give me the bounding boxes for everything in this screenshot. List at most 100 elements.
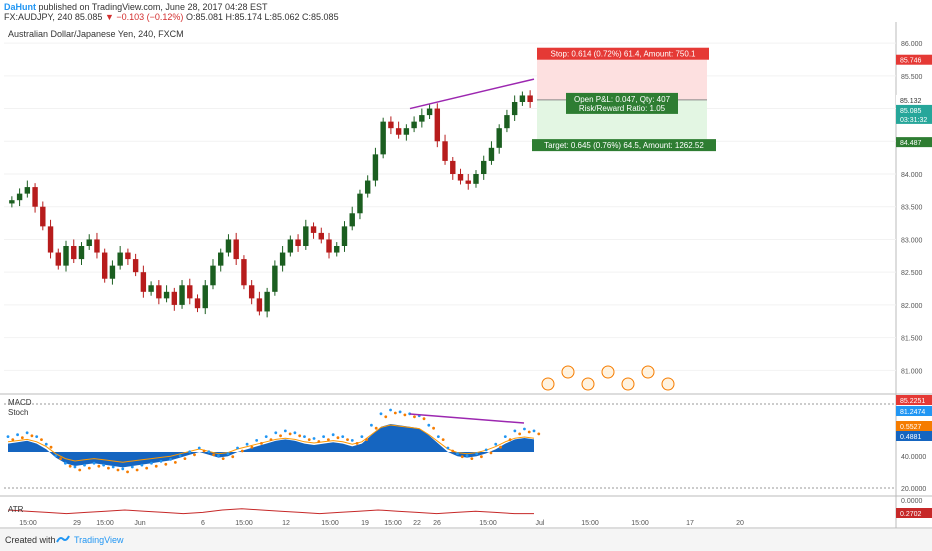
stoch-k-point — [83, 463, 86, 467]
x-tick-label: 15:00 — [581, 520, 599, 527]
candle-body — [140, 272, 147, 292]
stoch-d-point — [470, 457, 474, 460]
stoch-k-point — [303, 435, 306, 438]
stoch-k-point — [494, 442, 498, 446]
price-tag-stop: 85.746 — [900, 58, 922, 65]
stoch-d-point — [212, 453, 216, 457]
candle-body — [94, 239, 100, 253]
candle-body — [450, 160, 456, 174]
stoch-d-point — [317, 440, 321, 443]
stoch-d-point — [260, 442, 263, 445]
candle-body — [47, 226, 54, 253]
candle-body — [473, 174, 479, 184]
stoch-d-point — [279, 434, 282, 438]
y-tick-label: 84.000 — [901, 172, 923, 179]
candle-body — [86, 239, 92, 246]
macd-label: MACD — [8, 398, 32, 407]
stoch-d-point — [480, 455, 483, 459]
candle-body — [218, 252, 224, 266]
atr-label: ATR — [8, 505, 24, 514]
stoch-d-point — [40, 438, 43, 441]
stoch-k-point — [16, 433, 19, 437]
chart-area[interactable]: Australian Dollar/Japanese Yen, 240, FXC… — [0, 22, 932, 529]
published-text: published on TradingView.com, June 28, 2… — [38, 2, 268, 12]
stoch-d-point — [441, 438, 445, 441]
candle-body — [341, 226, 348, 246]
stoch-label: Stoch — [8, 408, 28, 417]
stoch-d-point — [346, 438, 349, 441]
chart-canvas[interactable]: Australian Dollar/Japanese Yen, 240, FXC… — [0, 22, 932, 529]
stoch-d-point — [432, 426, 435, 430]
stoch-k-point — [503, 435, 507, 438]
stoch-k-point — [73, 465, 77, 469]
candle-body — [63, 246, 69, 266]
candle-body — [357, 193, 363, 214]
candle-body — [132, 259, 139, 273]
candle-body — [32, 187, 38, 207]
y-tick-label: 81.000 — [901, 368, 923, 375]
stoch-k-point — [111, 465, 115, 469]
osc-y-tick: 40.0000 — [901, 454, 926, 461]
osc-value: 85.2251 — [900, 398, 925, 405]
event-flag-icon — [561, 365, 575, 379]
stoch-d-point — [135, 468, 139, 472]
y-tick-label: 82.000 — [901, 303, 923, 310]
candle-body — [279, 252, 286, 266]
stoch-d-point — [30, 434, 34, 438]
stoch-k-point — [283, 429, 287, 433]
stoch-k-point — [427, 423, 431, 427]
x-tick-label: 15:00 — [384, 520, 402, 527]
stoch-k-point — [102, 463, 106, 467]
x-tick-label: 26 — [433, 520, 441, 527]
stoch-k-point — [331, 433, 335, 437]
candle-body — [295, 239, 301, 246]
stoch-k-point — [389, 408, 392, 412]
stoch-d-point — [240, 449, 244, 453]
last-price: 85.085 — [74, 12, 103, 22]
stoch-d-point — [374, 426, 378, 430]
candle-body — [287, 239, 294, 253]
stoch-d-point — [59, 457, 62, 460]
candle-body — [310, 226, 317, 233]
stoch-d-point — [202, 449, 206, 453]
stoch-k-point — [465, 454, 469, 457]
candle-body — [303, 226, 309, 246]
stoch-k-point — [350, 439, 354, 442]
candle-body — [457, 174, 464, 181]
candle-body — [434, 108, 441, 142]
stoch-k-point — [169, 458, 172, 461]
candle-body — [24, 187, 31, 194]
stoch-d-point — [68, 464, 72, 468]
author-name[interactable]: DaHunt — [4, 2, 36, 12]
x-tick-label: 22 — [413, 520, 421, 527]
stoch-k-point — [370, 423, 373, 427]
stoch-k-point — [44, 442, 48, 446]
stoch-d-point — [508, 438, 512, 441]
stop-label-group: Stop: 0.614 (0.72%) 61.4, Amount: 750.1 — [537, 47, 709, 60]
osc-y-tick: 20.0000 — [901, 486, 926, 493]
price-tag-target: 84.487 — [900, 140, 922, 147]
candle-body — [156, 285, 162, 299]
stoch-k-point — [207, 450, 211, 454]
stoch-d-point — [107, 466, 110, 470]
stoch-k-point — [63, 461, 67, 465]
stoch-k-point — [475, 452, 479, 456]
tradingview-logo-icon — [56, 535, 70, 543]
target-label: Target: 0.645 (0.76%) 64.5, Amount: 1262… — [544, 141, 704, 150]
stoch-d-point — [326, 438, 330, 441]
created-with-text: Created with — [5, 535, 56, 545]
stoch-k-point — [140, 463, 144, 467]
stop-label-box — [537, 47, 709, 60]
osc-value-bg — [896, 395, 932, 405]
stoch-k-point — [121, 467, 125, 471]
candle-body — [349, 213, 355, 227]
stoch-d-point — [269, 438, 273, 441]
candle-body — [395, 128, 402, 135]
stoch-d-point — [126, 470, 129, 474]
stoch-k-point — [92, 461, 96, 465]
candle-body — [163, 291, 170, 299]
price-tag-bg — [896, 137, 932, 148]
stoch-d-point — [11, 438, 15, 441]
stoch-k-point — [197, 446, 201, 450]
tradingview-brand[interactable]: TradingView — [74, 535, 124, 545]
